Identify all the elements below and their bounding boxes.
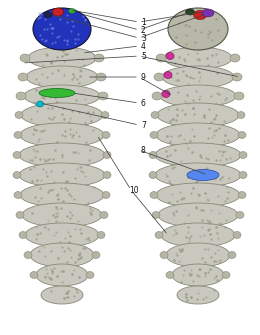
- Text: 7: 7: [141, 121, 146, 130]
- Ellipse shape: [156, 54, 166, 62]
- Ellipse shape: [30, 271, 38, 278]
- Ellipse shape: [39, 88, 75, 97]
- Ellipse shape: [15, 112, 23, 119]
- Ellipse shape: [94, 54, 104, 62]
- Ellipse shape: [233, 231, 241, 239]
- Text: 1: 1: [141, 17, 146, 26]
- Text: 2: 2: [141, 25, 146, 35]
- Ellipse shape: [166, 271, 174, 278]
- Ellipse shape: [193, 10, 206, 19]
- Ellipse shape: [161, 223, 235, 247]
- Ellipse shape: [162, 66, 234, 88]
- Ellipse shape: [92, 252, 100, 259]
- Ellipse shape: [19, 163, 105, 187]
- Ellipse shape: [228, 252, 236, 259]
- Ellipse shape: [14, 192, 22, 199]
- Ellipse shape: [150, 132, 158, 138]
- Ellipse shape: [101, 112, 109, 119]
- Ellipse shape: [103, 151, 111, 158]
- Ellipse shape: [222, 271, 230, 278]
- Ellipse shape: [16, 211, 24, 218]
- Ellipse shape: [20, 183, 104, 207]
- Ellipse shape: [86, 271, 94, 278]
- Ellipse shape: [14, 132, 22, 138]
- Ellipse shape: [16, 92, 26, 100]
- Ellipse shape: [26, 66, 98, 88]
- Text: 10: 10: [129, 186, 139, 195]
- Ellipse shape: [21, 103, 103, 127]
- Ellipse shape: [150, 192, 158, 199]
- Ellipse shape: [168, 8, 228, 50]
- Ellipse shape: [41, 286, 83, 304]
- Ellipse shape: [238, 132, 246, 138]
- Ellipse shape: [25, 223, 99, 247]
- Ellipse shape: [232, 73, 242, 81]
- Ellipse shape: [236, 211, 244, 218]
- Text: 3: 3: [141, 34, 146, 43]
- Ellipse shape: [154, 73, 164, 81]
- Ellipse shape: [238, 192, 246, 199]
- Ellipse shape: [160, 252, 168, 259]
- Ellipse shape: [103, 172, 111, 179]
- Ellipse shape: [24, 252, 32, 259]
- Ellipse shape: [166, 53, 174, 60]
- Ellipse shape: [160, 85, 236, 107]
- Text: 9: 9: [141, 72, 146, 81]
- Ellipse shape: [96, 73, 106, 81]
- Ellipse shape: [33, 8, 91, 50]
- Ellipse shape: [18, 73, 28, 81]
- Ellipse shape: [20, 54, 30, 62]
- Ellipse shape: [177, 286, 219, 304]
- Ellipse shape: [155, 231, 163, 239]
- Ellipse shape: [239, 151, 247, 158]
- Text: 4: 4: [141, 42, 146, 51]
- Ellipse shape: [166, 243, 230, 267]
- Ellipse shape: [44, 12, 52, 18]
- Text: 5: 5: [141, 52, 146, 61]
- Ellipse shape: [230, 54, 240, 62]
- Ellipse shape: [234, 92, 244, 100]
- Ellipse shape: [156, 183, 240, 207]
- Ellipse shape: [22, 203, 102, 227]
- Ellipse shape: [162, 90, 170, 97]
- Ellipse shape: [185, 9, 194, 15]
- Ellipse shape: [155, 143, 241, 167]
- Ellipse shape: [13, 151, 21, 158]
- Ellipse shape: [155, 163, 241, 187]
- Ellipse shape: [164, 47, 232, 69]
- Ellipse shape: [53, 8, 63, 16]
- Ellipse shape: [152, 92, 162, 100]
- Ellipse shape: [36, 264, 88, 286]
- Ellipse shape: [19, 143, 105, 167]
- Ellipse shape: [172, 264, 224, 286]
- Ellipse shape: [239, 172, 247, 179]
- Text: 6: 6: [141, 98, 146, 108]
- Ellipse shape: [237, 112, 245, 119]
- Ellipse shape: [98, 92, 108, 100]
- Text: 8: 8: [141, 145, 146, 154]
- Ellipse shape: [13, 172, 21, 179]
- Ellipse shape: [100, 211, 108, 218]
- Ellipse shape: [68, 8, 75, 13]
- Ellipse shape: [187, 170, 219, 181]
- Ellipse shape: [24, 85, 100, 107]
- Ellipse shape: [30, 243, 94, 267]
- Ellipse shape: [149, 151, 157, 158]
- Ellipse shape: [164, 71, 172, 78]
- Ellipse shape: [157, 103, 239, 127]
- Ellipse shape: [202, 9, 214, 17]
- Ellipse shape: [28, 47, 96, 69]
- Ellipse shape: [97, 231, 105, 239]
- Ellipse shape: [152, 211, 160, 218]
- Ellipse shape: [102, 132, 110, 138]
- Ellipse shape: [102, 192, 110, 199]
- Ellipse shape: [156, 123, 240, 147]
- Ellipse shape: [151, 112, 159, 119]
- Ellipse shape: [36, 101, 43, 107]
- Ellipse shape: [158, 203, 238, 227]
- Ellipse shape: [19, 231, 27, 239]
- Ellipse shape: [20, 123, 104, 147]
- Ellipse shape: [149, 172, 157, 179]
